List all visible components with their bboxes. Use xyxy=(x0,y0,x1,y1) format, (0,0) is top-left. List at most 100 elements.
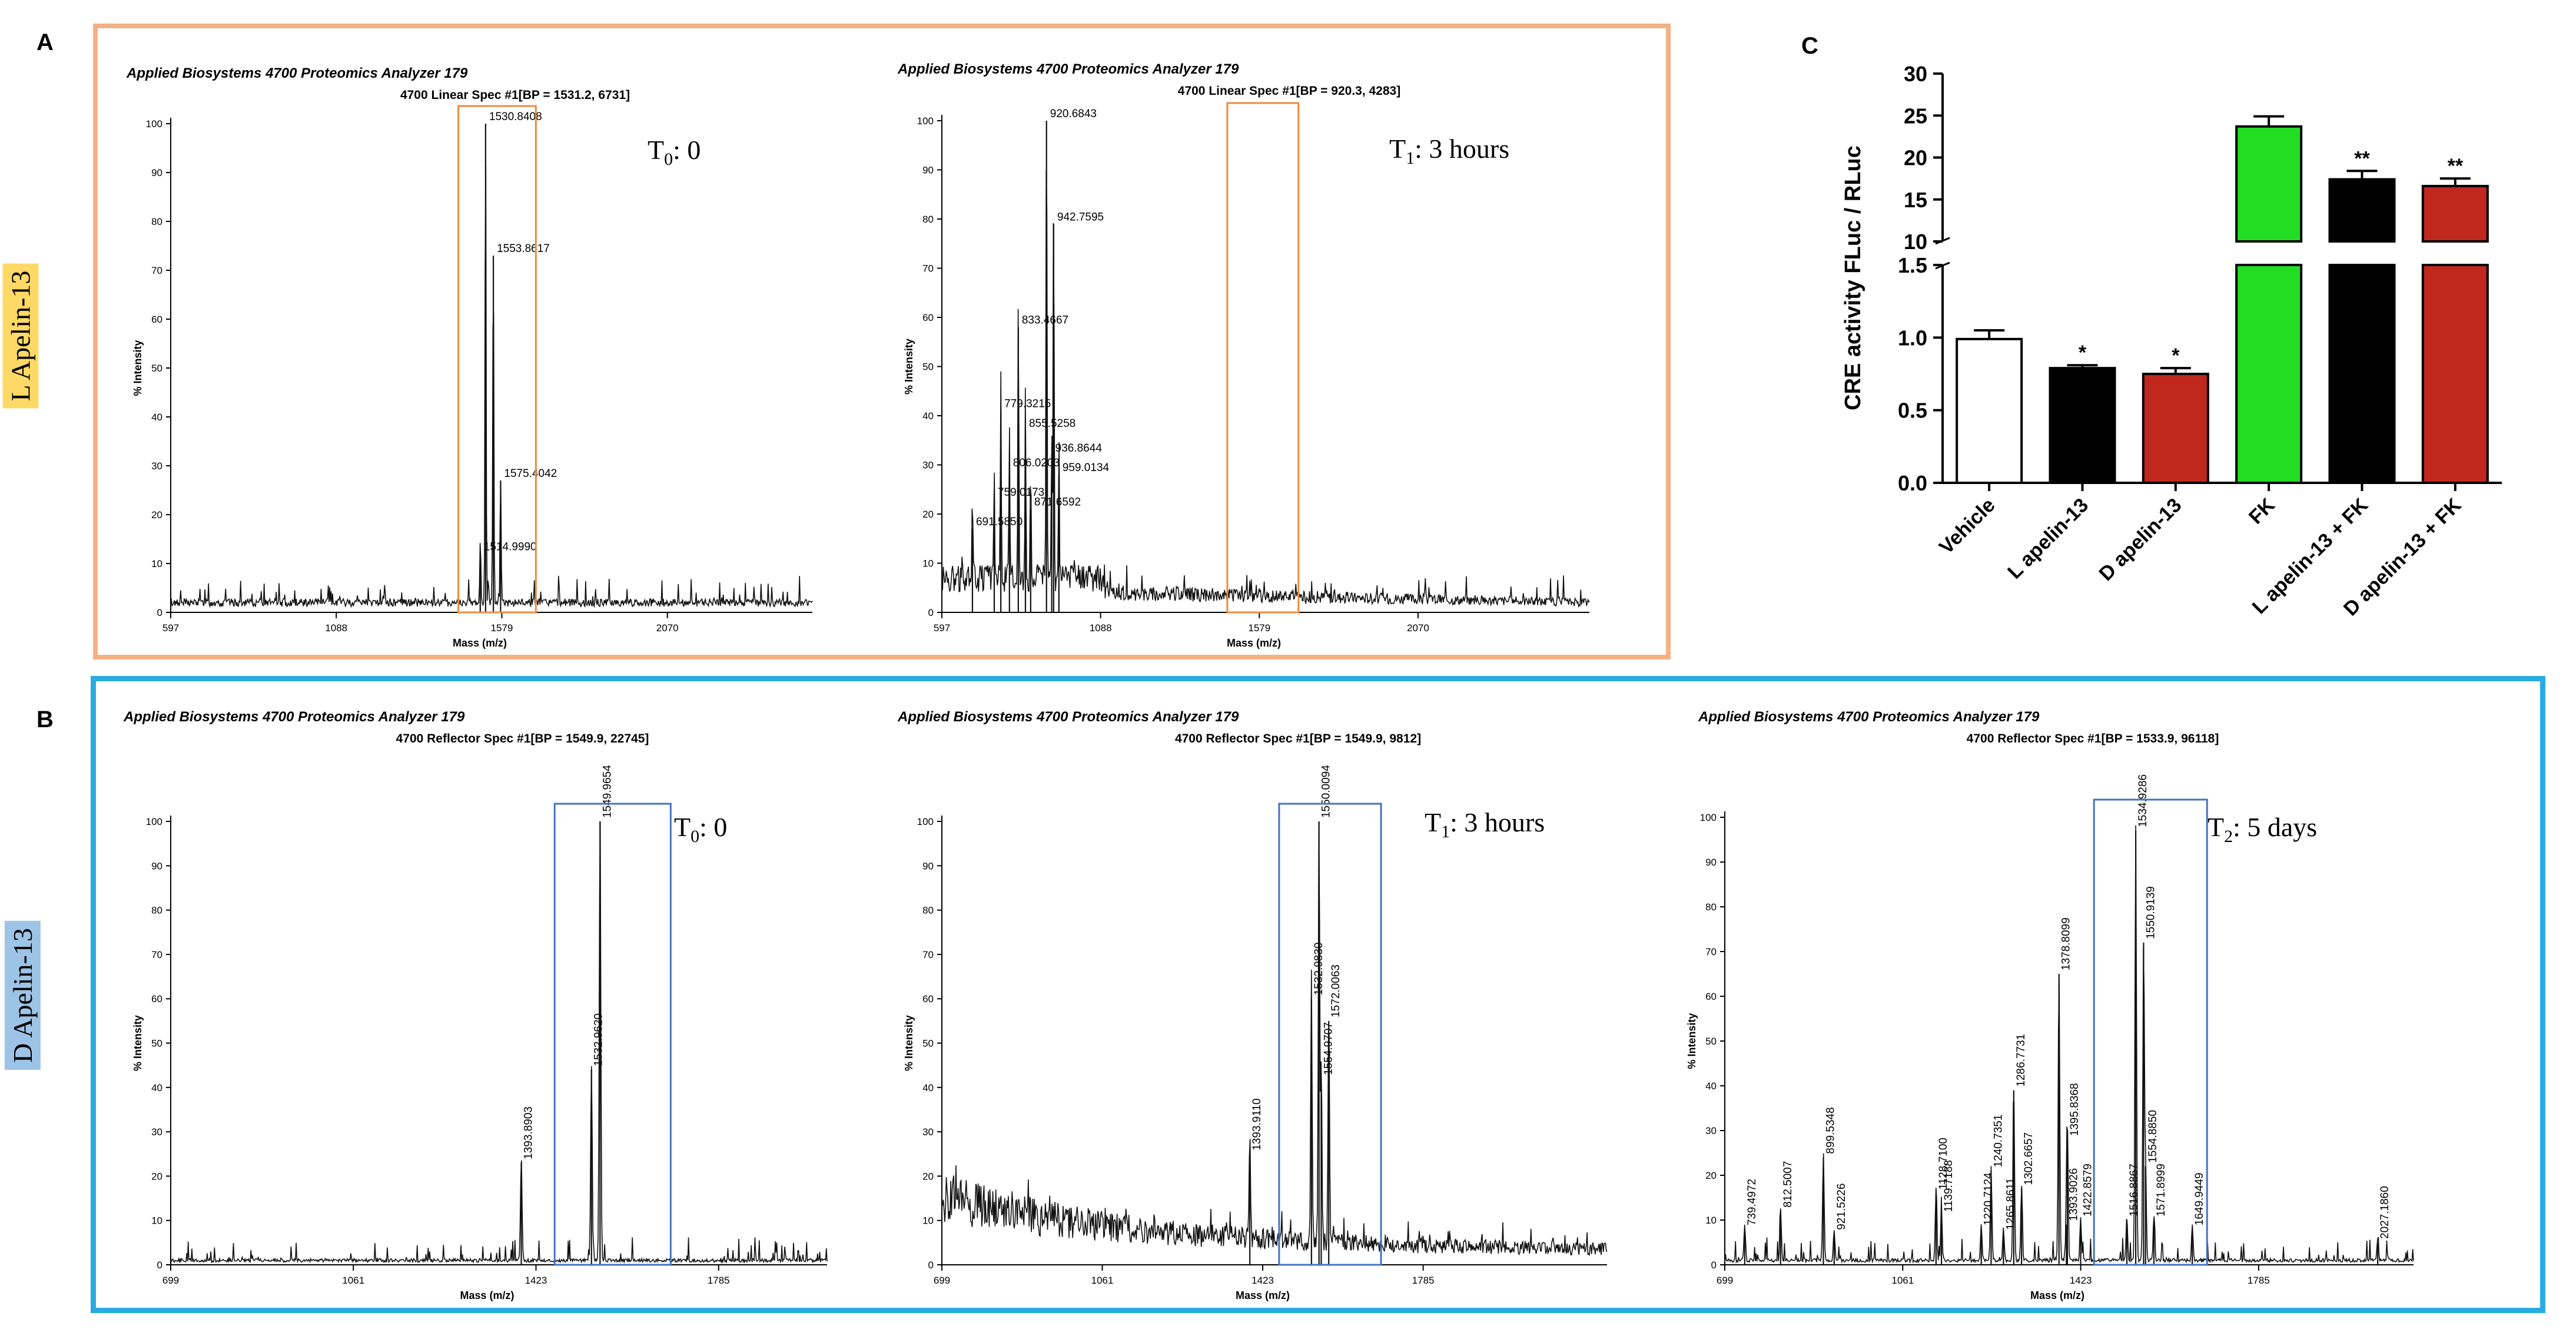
peak-label: 806.0203 xyxy=(1013,457,1060,469)
peak-label: 920.6843 xyxy=(1050,108,1097,120)
y-tick-label: 0.0 xyxy=(1898,471,1927,495)
x-tick-label: 1423 xyxy=(2070,1275,2092,1286)
y-tick-label: 20 xyxy=(922,509,934,520)
time-point-label: T1: 3 hours xyxy=(1389,134,1509,168)
y-tick-label: 50 xyxy=(922,362,934,373)
x-tick-label: 2070 xyxy=(656,622,679,634)
x-tick-label: 1061 xyxy=(342,1275,364,1286)
y-tick-label: 10 xyxy=(151,558,162,569)
peak-label: 1286.7731 xyxy=(2015,1034,2027,1087)
y-tick-label: 60 xyxy=(1705,991,1717,1002)
panel-letter-c: C xyxy=(1801,33,1818,59)
panel-letter-a: A xyxy=(36,29,54,55)
y-tick-label: 100 xyxy=(146,118,162,130)
y-tick-label: 100 xyxy=(917,115,934,127)
peak-label: 1393.8903 xyxy=(523,1106,535,1159)
x-axis-label: Mass (m/z) xyxy=(1236,1290,1290,1301)
y-tick-label: 70 xyxy=(922,263,934,274)
y-tick-label: 0 xyxy=(157,1260,162,1271)
y-tick-label: 30 xyxy=(1705,1125,1717,1136)
x-tick-label: 699 xyxy=(934,1275,950,1286)
y-tick-label: 90 xyxy=(151,167,162,178)
y-tick-label: 10 xyxy=(922,1215,934,1227)
peak-label: 921.5226 xyxy=(1835,1184,1848,1230)
y-tick-label: 50 xyxy=(1705,1036,1717,1047)
peak-label: 1393.9110 xyxy=(1251,1098,1263,1150)
peak-label: 1550.9139 xyxy=(2145,886,2157,939)
x-tick-label: 1088 xyxy=(325,622,347,634)
peak-label: 871.6592 xyxy=(1034,496,1081,509)
spectrum-trace xyxy=(170,821,828,1264)
y-tick-label: 60 xyxy=(151,314,162,325)
peak-label: 855.5258 xyxy=(1029,417,1075,430)
spectrum-subtitle: 4700 Reflector Spec #1[BP = 1533.9, 9611… xyxy=(1967,732,2219,745)
y-tick-label: 40 xyxy=(151,1082,162,1093)
spectrum-b-t1: Applied Biosystems 4700 Proteomics Analy… xyxy=(897,709,1608,1301)
significance-marker: * xyxy=(2172,344,2180,367)
y-tick-label: 0 xyxy=(1711,1260,1717,1271)
highlight-box xyxy=(553,803,672,1266)
significance-marker: ** xyxy=(2354,147,2370,170)
y-tick-label: 10 xyxy=(1904,230,1927,254)
y-tick-label: 60 xyxy=(151,993,162,1005)
spectrum-title: Applied Biosystems 4700 Proteomics Analy… xyxy=(897,709,1239,725)
y-tick-label: 80 xyxy=(151,216,162,227)
peak-label: 1575.4042 xyxy=(504,468,557,480)
peak-label: 2027.1860 xyxy=(2379,1186,2391,1239)
spectrum-title: Applied Biosystems 4700 Proteomics Analy… xyxy=(1698,709,2040,725)
peak-label: 1572.0063 xyxy=(1330,965,1342,1017)
peak-label: 1649.9449 xyxy=(2193,1172,2206,1225)
time-point-label: T2: 5 days xyxy=(2207,812,2317,846)
x-tick-label: 1061 xyxy=(1091,1275,1114,1286)
x-tick-label: 1579 xyxy=(1248,622,1270,634)
bar xyxy=(1956,337,2023,484)
peak-label: 812.5007 xyxy=(1782,1161,1794,1208)
time-point-label: T1: 3 hours xyxy=(1425,807,1545,841)
spectrum-subtitle: 4700 Reflector Spec #1[BP = 1549.9, 2274… xyxy=(396,732,649,745)
spectrum-trace xyxy=(170,165,813,608)
peak-label: 1378.8099 xyxy=(2060,917,2073,970)
y-tick-label: 80 xyxy=(922,214,934,225)
y-tick-label: 80 xyxy=(151,905,162,916)
peak-label: 1553.8617 xyxy=(497,243,550,255)
y-tick-label: 100 xyxy=(146,816,162,827)
x-axis-label: Mass (m/z) xyxy=(460,1290,514,1301)
y-tick-label: 25 xyxy=(1904,104,1927,128)
y-tick-label: 90 xyxy=(151,860,162,871)
panel-letter-b: B xyxy=(36,707,54,733)
peak-label: 1532.9620 xyxy=(593,1013,605,1066)
peak-label: 1240.7351 xyxy=(1992,1115,2004,1168)
highlight-box xyxy=(1278,803,1382,1266)
significance-marker: * xyxy=(2079,342,2087,364)
y-tick-label: 70 xyxy=(922,949,934,960)
x-tick-label: 1785 xyxy=(708,1275,730,1286)
spectrum-subtitle: 4700 Linear Spec #1[BP = 1531.2, 6731] xyxy=(400,88,630,102)
time-point-label: T0: 0 xyxy=(648,135,701,169)
peak-label: 942.7595 xyxy=(1057,211,1104,223)
y-tick-label: 90 xyxy=(922,165,934,176)
spectrum-trace xyxy=(941,821,1608,1257)
y-tick-label: 60 xyxy=(922,312,934,323)
peak-label: 1571.8999 xyxy=(2155,1164,2167,1217)
peak-label: 1139.7188 xyxy=(1943,1160,1955,1212)
y-axis-label: % Intensity xyxy=(903,1015,915,1071)
y-tick-label: 50 xyxy=(922,1038,934,1049)
y-tick-label: 1.5 xyxy=(1898,253,1927,277)
bar-upper xyxy=(2421,184,2489,243)
bar-upper xyxy=(2235,125,2303,243)
y-tick-label: 40 xyxy=(922,1082,934,1093)
y-tick-label: 0 xyxy=(928,607,934,618)
y-tick-label: 0 xyxy=(928,1260,934,1271)
y-tick-label: 20 xyxy=(1705,1170,1717,1181)
peak-label: 1550.0094 xyxy=(1320,765,1333,818)
peak-label: 833.4667 xyxy=(1022,314,1068,327)
y-tick-label: 70 xyxy=(151,265,162,276)
x-axis-label: Mass (m/z) xyxy=(453,637,507,649)
y-tick-label: 10 xyxy=(922,558,934,569)
y-tick-label: 20 xyxy=(1904,146,1927,170)
y-tick-label: 30 xyxy=(151,460,162,472)
x-tick-label: 699 xyxy=(1717,1275,1733,1286)
peak-label: 899.5348 xyxy=(1824,1107,1837,1154)
y-axis-label: CRE activity FLuc / RLuc xyxy=(1841,145,1865,410)
y-tick-label: 1.0 xyxy=(1898,326,1927,350)
